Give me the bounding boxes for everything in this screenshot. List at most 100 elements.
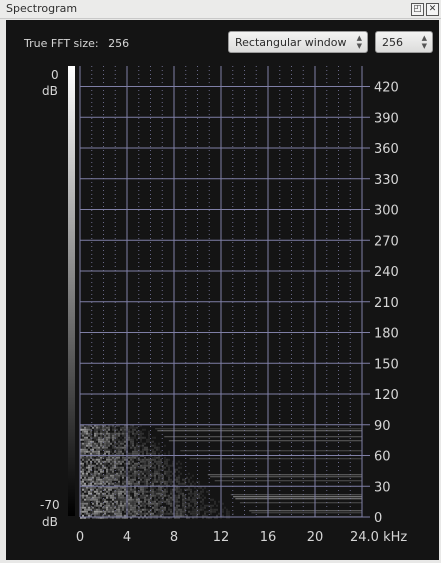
spectrogram-cell <box>182 510 184 513</box>
spectrogram-cell <box>132 498 134 501</box>
spectrogram-cell <box>188 498 190 501</box>
spectrogram-cell <box>144 498 146 501</box>
spectrogram-cell <box>104 430 106 433</box>
spectrogram-cell <box>112 486 114 489</box>
spectrogram-cell <box>104 500 106 503</box>
spectrogram-cell <box>158 510 160 513</box>
spectrogram-cell <box>140 486 142 489</box>
spectrogram-cell <box>156 468 158 471</box>
spectrogram-cell <box>106 442 108 445</box>
spectrogram-cell <box>92 516 94 519</box>
spectrogram-cell <box>148 470 150 473</box>
spectrogram-cell <box>102 452 104 455</box>
spectrogram-cell <box>150 480 152 483</box>
spectrogram-cell <box>214 500 216 503</box>
spectrogram-cell <box>138 516 140 519</box>
spectrogram-cell <box>162 514 164 517</box>
close-icon[interactable]: ✕ <box>426 3 439 16</box>
spectrogram-cell <box>148 458 150 461</box>
spectrogram-cell <box>148 452 150 455</box>
spectrogram-cell <box>146 490 148 493</box>
spectrogram-cell <box>98 428 100 431</box>
spectrogram-cell <box>128 470 130 473</box>
spectrogram-cell <box>150 502 152 505</box>
spectrogram-cell <box>152 436 154 439</box>
spectrogram-cell <box>128 488 130 491</box>
spectrogram-cell <box>108 480 110 483</box>
spectrogram-cell <box>150 472 152 475</box>
spectrogram-cell <box>202 488 204 491</box>
spectrogram-cell <box>152 456 154 459</box>
spectrogram-cell <box>106 474 108 477</box>
spectrogram-cell <box>104 424 106 427</box>
spectrogram-cell <box>140 476 142 479</box>
spectrogram-cell <box>158 466 160 469</box>
spectrogram-cell <box>162 476 164 479</box>
spectrogram-cell <box>130 446 132 449</box>
spectrogram-cell <box>152 516 154 519</box>
spectrogram-cell <box>160 496 162 499</box>
spectrogram-cell <box>130 438 132 441</box>
spectrogram-cell <box>198 508 200 511</box>
spectrogram-cell <box>118 460 120 463</box>
spectrogram-cell <box>136 480 138 483</box>
spectrogram-cell <box>80 506 82 509</box>
spectrogram-cell <box>80 510 82 513</box>
spectrogram-cell <box>90 504 92 507</box>
spectrogram-cell <box>88 512 90 515</box>
spectrogram-cell <box>192 516 194 519</box>
spectrogram-cell <box>80 480 82 483</box>
spectrogram-cell <box>116 514 118 517</box>
spectrogram-cell <box>124 444 126 447</box>
spectrogram-cell <box>108 516 110 519</box>
spectrogram-cell <box>150 476 152 479</box>
spectrogram-cell <box>114 490 116 493</box>
spectrogram-cell <box>122 460 124 463</box>
spectrogram-cell <box>178 508 180 511</box>
spectrogram-cell <box>92 496 94 499</box>
spectrogram-cell <box>112 498 114 501</box>
spectrogram-cell <box>90 494 92 497</box>
spectrogram-cell <box>164 456 166 459</box>
spectrogram-cell <box>102 498 104 501</box>
spectrogram-cell <box>98 516 100 519</box>
spectrogram-cell <box>168 500 170 503</box>
spectrogram-cell <box>116 436 118 439</box>
spectrogram-cell <box>106 426 108 429</box>
spectrogram-cell <box>112 478 114 481</box>
spectrogram-cell <box>80 432 82 435</box>
y-tick-label: 390 <box>374 111 399 126</box>
spectrogram-cell <box>96 480 98 483</box>
spectrogram-cell <box>82 458 84 461</box>
spectrogram-cell <box>84 488 86 491</box>
spectrogram-cell <box>90 474 92 477</box>
spectrogram-cell <box>128 426 130 429</box>
spectrogram-cell <box>124 488 126 491</box>
spectrogram-cell <box>102 460 104 463</box>
spectrogram-cell <box>146 496 148 499</box>
spectrogram-cell <box>198 482 200 485</box>
fft-size-select[interactable]: 256 ▲ ▼ <box>375 31 433 53</box>
spectrogram-cell <box>112 508 114 511</box>
spectrogram-cell <box>96 462 98 465</box>
spectrogram-cell <box>156 508 158 511</box>
db-top-value: 0 <box>51 68 59 82</box>
window-function-select[interactable]: Rectangular window ▲ ▼ <box>228 31 368 53</box>
spectrogram-cell <box>112 466 114 469</box>
float-icon[interactable]: ◰ <box>411 3 424 16</box>
spectrogram-cell <box>86 460 88 463</box>
spectrogram-cell <box>108 470 110 473</box>
spectrogram-cell <box>138 496 140 499</box>
spectrogram-cell <box>88 492 90 495</box>
spectrogram-cell <box>134 500 136 503</box>
spectrogram-cell <box>138 458 140 461</box>
spectrogram-cell <box>90 466 92 469</box>
spectrogram-cell <box>142 488 144 491</box>
spectrogram-cell <box>84 512 86 515</box>
spectrogram-cell <box>166 488 168 491</box>
spectrogram-cell <box>98 500 100 503</box>
spectrogram-cell <box>102 514 104 517</box>
spectrogram-cell <box>146 502 148 505</box>
spectrogram-cell <box>200 500 202 503</box>
spectrogram-cell <box>84 474 86 477</box>
